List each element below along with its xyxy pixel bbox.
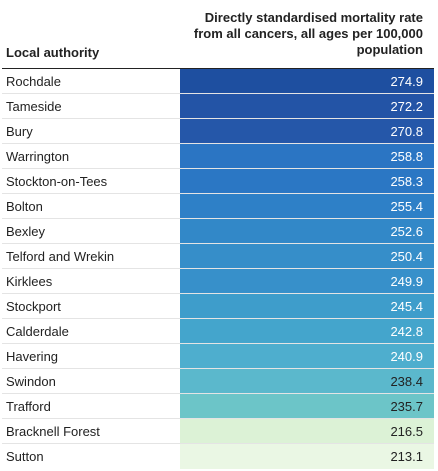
row-local-authority: Stockport <box>6 299 61 314</box>
row-local-authority: Tameside <box>6 99 62 114</box>
table-row: Bexley 252.6 <box>2 219 434 244</box>
table-row: Sutton 213.1 <box>2 444 434 469</box>
row-mortality-rate: 255.4 <box>390 199 423 214</box>
row-mortality-rate: 249.9 <box>390 274 423 289</box>
row-local-authority: Havering <box>6 349 59 364</box>
row-mortality-rate: 245.4 <box>390 299 423 314</box>
row-mortality-rate: 235.7 <box>390 399 423 414</box>
row-local-authority: Telford and Wrekin <box>6 249 115 264</box>
row-local-authority: Bracknell Forest <box>6 424 100 439</box>
row-mortality-rate: 242.8 <box>390 324 423 339</box>
table-row: Tameside 272.2 <box>2 94 434 119</box>
row-value-cell: 245.4 <box>180 294 434 318</box>
row-mortality-rate: 216.5 <box>390 424 423 439</box>
row-mortality-rate: 270.8 <box>390 124 423 139</box>
row-value-cell: 249.9 <box>180 269 434 293</box>
table-row: Calderdale 242.8 <box>2 319 434 344</box>
column-header-mortality-rate: Directly standardised mortality rate fro… <box>193 10 423 57</box>
row-value-cell: 235.7 <box>180 394 434 418</box>
row-local-authority: Calderdale <box>6 324 69 339</box>
row-local-authority: Stockton-on-Tees <box>6 174 108 189</box>
row-local-authority: Bolton <box>6 199 43 214</box>
row-local-authority: Rochdale <box>6 74 61 89</box>
row-mortality-rate: 258.3 <box>390 174 423 189</box>
row-value-cell: 255.4 <box>180 194 434 218</box>
table-row: Bolton 255.4 <box>2 194 434 219</box>
row-value-cell: 240.9 <box>180 344 434 368</box>
row-local-authority: Bury <box>6 124 33 139</box>
table-row: Kirklees 249.9 <box>2 269 434 294</box>
row-mortality-rate: 252.6 <box>390 224 423 239</box>
row-mortality-rate: 238.4 <box>390 374 423 389</box>
row-mortality-rate: 258.8 <box>390 149 423 164</box>
row-mortality-rate: 240.9 <box>390 349 423 364</box>
column-header-local-authority: Local authority <box>6 45 100 60</box>
row-local-authority: Trafford <box>6 399 51 414</box>
row-local-authority: Swindon <box>6 374 56 389</box>
row-local-authority: Bexley <box>6 224 46 239</box>
table-row: Trafford 235.7 <box>2 394 434 419</box>
row-mortality-rate: 272.2 <box>390 99 423 114</box>
table-row: Warrington 258.8 <box>2 144 434 169</box>
row-value-cell: 258.8 <box>180 144 434 168</box>
row-value-cell: 216.5 <box>180 419 434 443</box>
row-value-cell: 250.4 <box>180 244 434 268</box>
table-row: Bury 270.8 <box>2 119 434 144</box>
table-row: Stockton-on-Tees 258.3 <box>2 169 434 194</box>
row-value-cell: 274.9 <box>180 69 434 93</box>
table-row: Stockport 245.4 <box>2 294 434 319</box>
row-local-authority: Warrington <box>6 149 70 164</box>
table-row: Swindon 238.4 <box>2 369 434 394</box>
row-mortality-rate: 274.9 <box>390 74 423 89</box>
table-header: Local authority Directly standardised mo… <box>2 0 434 69</box>
table-body: Rochdale 274.9 Tameside 272.2 Bury 270.8 Warri… <box>2 69 434 469</box>
row-value-cell: 213.1 <box>180 444 434 469</box>
row-local-authority: Sutton <box>6 449 44 464</box>
row-value-cell: 272.2 <box>180 94 434 118</box>
row-local-authority: Kirklees <box>6 274 53 289</box>
row-mortality-rate: 250.4 <box>390 249 423 264</box>
row-value-cell: 238.4 <box>180 369 434 393</box>
table-row: Havering 240.9 <box>2 344 434 369</box>
row-value-cell: 242.8 <box>180 319 434 343</box>
row-value-cell: 252.6 <box>180 219 434 243</box>
row-mortality-rate: 213.1 <box>390 449 423 464</box>
row-value-cell: 270.8 <box>180 119 434 143</box>
row-value-cell: 258.3 <box>180 169 434 193</box>
table-row: Rochdale 274.9 <box>2 69 434 94</box>
table-row: Telford and Wrekin 250.4 <box>2 244 434 269</box>
table-row: Bracknell Forest 216.5 <box>2 419 434 444</box>
